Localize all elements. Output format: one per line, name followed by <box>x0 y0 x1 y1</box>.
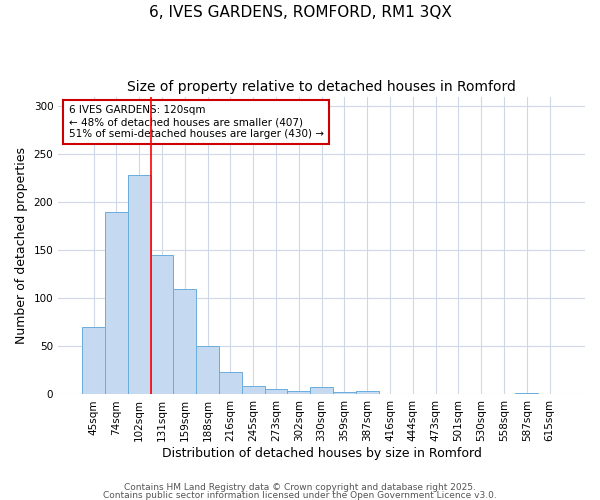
Bar <box>310 387 333 394</box>
Text: 6, IVES GARDENS, ROMFORD, RM1 3QX: 6, IVES GARDENS, ROMFORD, RM1 3QX <box>149 5 451 20</box>
Bar <box>128 176 151 394</box>
Bar <box>356 390 379 394</box>
Bar <box>515 392 538 394</box>
Title: Size of property relative to detached houses in Romford: Size of property relative to detached ho… <box>127 80 516 94</box>
Bar <box>196 346 219 395</box>
Bar <box>151 255 173 394</box>
X-axis label: Distribution of detached houses by size in Romford: Distribution of detached houses by size … <box>161 447 482 460</box>
Bar <box>219 372 242 394</box>
Bar <box>82 327 105 394</box>
Y-axis label: Number of detached properties: Number of detached properties <box>15 147 28 344</box>
Bar <box>105 212 128 394</box>
Bar <box>265 388 287 394</box>
Text: 6 IVES GARDENS: 120sqm
← 48% of detached houses are smaller (407)
51% of semi-de: 6 IVES GARDENS: 120sqm ← 48% of detached… <box>69 106 324 138</box>
Text: Contains public sector information licensed under the Open Government Licence v3: Contains public sector information licen… <box>103 490 497 500</box>
Bar <box>173 289 196 395</box>
Text: Contains HM Land Registry data © Crown copyright and database right 2025.: Contains HM Land Registry data © Crown c… <box>124 484 476 492</box>
Bar <box>242 386 265 394</box>
Bar <box>333 392 356 394</box>
Bar <box>287 390 310 394</box>
